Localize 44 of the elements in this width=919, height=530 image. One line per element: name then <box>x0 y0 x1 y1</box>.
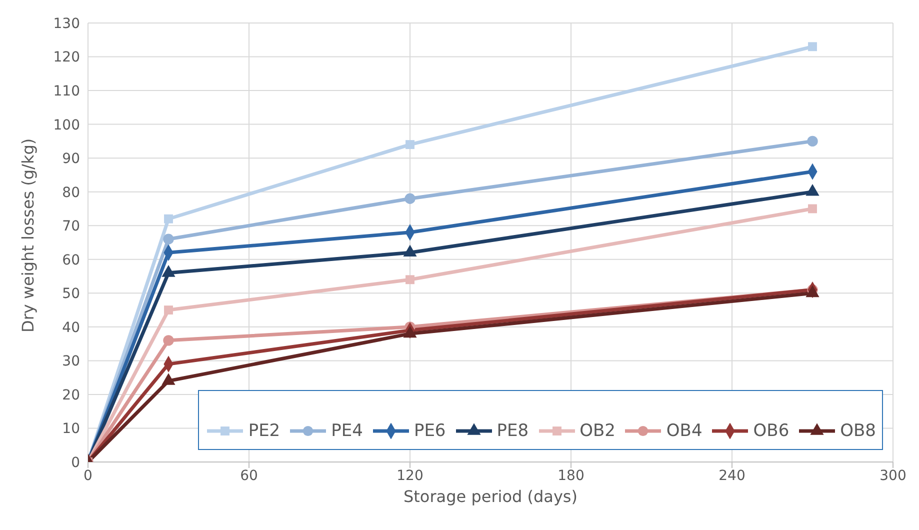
legend-label: OB2 <box>578 421 616 441</box>
legend-label: PE2 <box>247 421 280 441</box>
point <box>403 244 417 257</box>
point <box>807 136 818 147</box>
legend-label: PE4 <box>330 421 363 441</box>
y-tick-label: 120 <box>53 50 80 66</box>
x-tick-label: 120 <box>396 468 424 484</box>
y-tick-label: 10 <box>62 421 80 438</box>
y-tick-label: 130 <box>53 16 80 32</box>
point <box>404 193 416 204</box>
y-tick-label: 90 <box>62 151 80 168</box>
point <box>164 306 173 315</box>
y-tick-label: 30 <box>62 354 80 370</box>
point <box>164 214 173 224</box>
y-tick-label: 0 <box>71 454 80 471</box>
legend-label: OB8 <box>839 421 876 441</box>
y-tick-label: 60 <box>62 252 80 268</box>
point <box>403 326 417 338</box>
y-tick-label: 20 <box>62 387 80 404</box>
y-tick-label: 40 <box>62 320 80 336</box>
point <box>406 140 414 150</box>
x-tick-label: 240 <box>718 468 746 484</box>
point <box>162 265 176 277</box>
legend-label: OB4 <box>665 421 702 441</box>
y-tick-label: 110 <box>53 84 80 100</box>
y-tick-label: 50 <box>62 286 80 302</box>
y-tick-label: 100 <box>53 117 80 134</box>
point <box>808 42 817 52</box>
y-axis-title: Dry weight losses (g/kg) <box>18 138 38 332</box>
x-tick-label: 300 <box>880 468 906 484</box>
y-tick-label: 80 <box>62 184 80 201</box>
legend-label: PE8 <box>496 421 529 441</box>
x-tick-label: 60 <box>240 468 258 484</box>
point <box>808 204 817 214</box>
point <box>162 373 176 385</box>
point <box>163 335 174 346</box>
y-tick-label: 70 <box>62 218 80 235</box>
legend-label: PE6 <box>412 421 446 441</box>
point <box>163 234 174 244</box>
x-tick-label: 0 <box>84 468 92 484</box>
legend-label: OB6 <box>752 421 790 441</box>
point <box>406 275 414 284</box>
x-tick-label: 180 <box>558 468 584 484</box>
x-axis-title: Storage period (days) <box>404 487 578 506</box>
